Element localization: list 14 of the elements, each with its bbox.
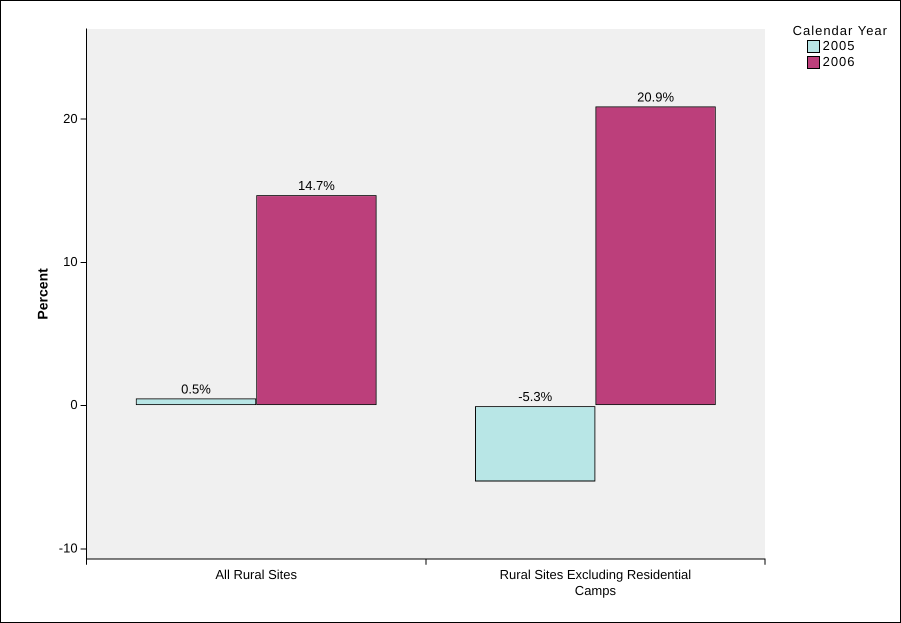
- data-label: -5.3%: [518, 389, 553, 404]
- y-tick-label: -10: [58, 540, 78, 556]
- legend-label: 2005: [822, 38, 856, 54]
- y-tick-label: 10: [63, 254, 78, 269]
- x-tick-label: All Rural Sites: [215, 567, 298, 582]
- data-label: 0.5%: [181, 382, 212, 397]
- legend-title: Calendar Year: [792, 23, 888, 38]
- y-tick-label: 0: [70, 397, 78, 412]
- legend-label: 2006: [822, 54, 856, 70]
- y-axis-title: Percent: [34, 268, 50, 320]
- data-label: 20.9%: [637, 89, 674, 104]
- x-tick-label: Rural Sites Excluding Residential Camps: [500, 567, 692, 598]
- data-label: 14.7%: [298, 178, 336, 194]
- y-tick-label: 20: [63, 110, 78, 126]
